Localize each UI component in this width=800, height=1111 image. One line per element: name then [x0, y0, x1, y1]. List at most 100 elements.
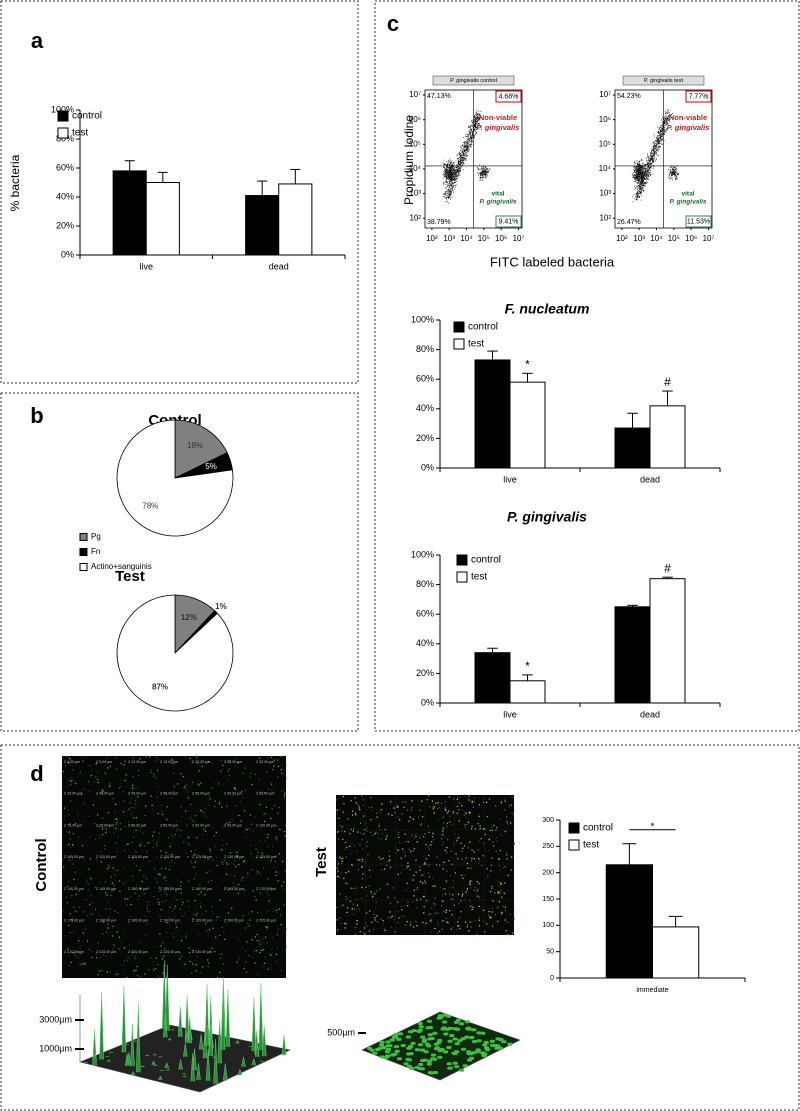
pie-value-label: 1%: [215, 602, 227, 611]
y-tick-label: 40%: [416, 638, 434, 648]
slice-label: Z 185.00 µm: [128, 919, 148, 923]
x-tick-label: dead: [269, 261, 289, 271]
bar: [652, 926, 700, 979]
x-tick-label: 10⁵: [668, 234, 680, 243]
slice-label: Z 115.00 µm: [128, 855, 148, 859]
slice-label: Z 195.00 µm: [192, 919, 212, 923]
plot-title-box: [432, 75, 515, 86]
x-tick-label: live: [503, 709, 517, 719]
slice-label: Z 220.00 µm: [128, 950, 148, 954]
y-tick-label: 80%: [416, 579, 434, 589]
bar: [614, 606, 651, 704]
legend-label: control: [72, 111, 102, 122]
slice-label: Z 145.00 µm: [96, 887, 116, 891]
slice-label: Z 15.00 µm: [160, 760, 178, 764]
legend-swatch: [453, 338, 465, 350]
surface-base: [361, 1011, 521, 1081]
y-tick-label: 20%: [416, 668, 434, 678]
bar: [278, 183, 313, 256]
slice-label: Z 160.00 µm: [192, 887, 212, 891]
legend-swatch: [456, 571, 468, 583]
x-tick-label: dead: [640, 474, 660, 484]
y-tick-label: 10⁷: [599, 90, 611, 99]
slice-label: Z 150.00 µm: [128, 887, 148, 891]
slice-label: Z 35.00 µm: [64, 792, 82, 796]
legend-label: control: [471, 555, 501, 566]
bar: [245, 195, 280, 256]
significance-marker: #: [664, 561, 671, 575]
bar: [145, 182, 180, 256]
y-tick-label: 50: [546, 949, 554, 956]
legend-swatch: [57, 127, 69, 139]
pie-slice: [116, 419, 234, 537]
x-tick-label: live: [139, 261, 153, 271]
quadrant-label: 38.79%: [427, 219, 451, 226]
pie-value-label: 78%: [142, 502, 158, 511]
y-tick-label: 20%: [416, 433, 434, 443]
y-tick-label: 10⁴: [409, 164, 422, 173]
quadrant-box: [495, 90, 522, 103]
slice-label: Z 70.00 µm: [64, 823, 82, 827]
quadrant-label: 9.41%: [499, 218, 519, 225]
scale-label: 1000µm: [39, 1043, 72, 1053]
legend-label: control: [468, 322, 498, 333]
y-tick-label: 10⁶: [409, 115, 421, 124]
legend-swatch: [79, 533, 88, 541]
significance-marker: #: [664, 375, 671, 389]
slice-label: Z 225.00 µm: [160, 950, 180, 954]
slice-label: Z 205.00 µm: [256, 919, 276, 923]
significance-marker: *: [525, 659, 530, 673]
slice-label: Z 10.00 µm: [128, 760, 146, 764]
nonviable-label: P. gingivalis: [667, 123, 710, 132]
y-tick-label: 100%: [51, 104, 74, 114]
y-tick-label: 10⁵: [409, 139, 421, 148]
legend-label: test: [583, 840, 599, 851]
y-tick-label: 100%: [411, 549, 434, 559]
bar: [509, 381, 546, 469]
slice-label: Z 55.00 µm: [192, 792, 210, 796]
x-tick-label: live: [503, 474, 517, 484]
bar: [649, 578, 686, 704]
slice-label: Z 80.00 µm: [128, 823, 146, 827]
slice-label: Z 130.00 µm: [224, 855, 244, 859]
chart-title: F. nucleatum: [505, 301, 590, 317]
surface-peaks: [84, 960, 287, 1084]
quadrant-box: [495, 215, 522, 228]
bar: [509, 680, 546, 704]
x-tick-label: 10⁶: [685, 234, 697, 243]
panel-b-frame: [0, 392, 359, 732]
y-tick-label: 150: [542, 896, 554, 903]
slice-label: Z 85.00 µm: [160, 823, 178, 827]
bar: [605, 864, 653, 979]
fluorescence-dots: [336, 795, 514, 935]
slice-label: Z 135.00 µm: [256, 855, 276, 859]
y-axis-label: % bacteria: [8, 154, 22, 211]
y-tick-label: 80%: [416, 344, 434, 354]
slice-label: Z 125.00 µm: [192, 855, 212, 859]
significance-marker: *: [525, 357, 530, 371]
slice-label: Z 50.00 µm: [160, 792, 178, 796]
pie-value-label: 87%: [152, 683, 168, 692]
legend-label: test: [72, 128, 88, 139]
x-tick-label: immediate: [636, 987, 668, 994]
y-tick-label: 40%: [416, 403, 434, 413]
legend-label: test: [471, 572, 487, 583]
slice-label: Z 175.00 µm: [64, 919, 84, 923]
x-axis-label: FITC labeled bacteria: [490, 254, 615, 269]
scale-label: 500µm: [327, 1027, 355, 1037]
scale-label: 3000µm: [39, 1014, 72, 1024]
quadrant-label: 4.68%: [499, 93, 519, 100]
y-tick-label: 60%: [56, 162, 74, 172]
vital-label: P. gingivalis: [479, 199, 516, 206]
pie-value-label: 18%: [187, 441, 203, 450]
slice-label: Z 20.00 µm: [192, 760, 210, 764]
pie-value-label: 5%: [205, 462, 217, 471]
slice-label: Z 140.00 µm: [64, 887, 84, 891]
slice-label: Z 190.00 µm: [160, 919, 180, 923]
slice-label: Z 45.00 µm: [128, 792, 146, 796]
legend-label: Actino+sanguinis: [91, 562, 152, 571]
x-tick-label: 10⁴: [460, 234, 473, 243]
quadrant-label: 11.53%: [687, 218, 710, 225]
bar: [649, 405, 686, 469]
